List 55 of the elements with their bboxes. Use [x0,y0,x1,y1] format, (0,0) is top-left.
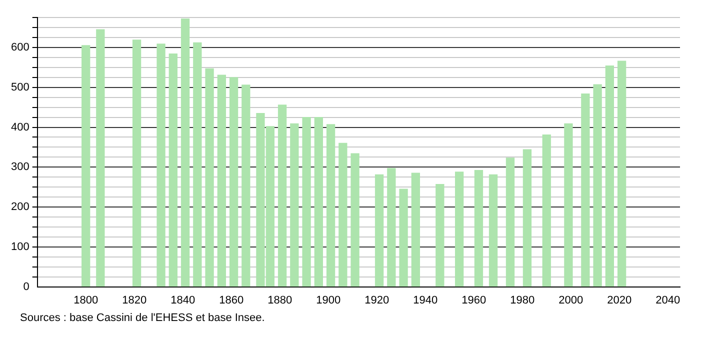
bar [168,54,178,287]
x-tick-label: 1820 [122,294,147,306]
bar [314,116,323,287]
bar [374,174,384,287]
bar [205,68,214,287]
x-tick-label: 1800 [74,294,98,306]
bar [474,170,484,287]
x-tick-label: 1940 [413,294,438,306]
bar [411,172,420,287]
bar [522,149,532,287]
y-tick-label: 0 [23,280,30,293]
x-tick-label: 1960 [462,294,486,306]
bar [542,134,551,287]
bar [229,77,238,287]
bar [278,104,287,287]
bar [350,153,360,287]
bar [290,123,299,287]
bar [387,168,396,287]
x-tick-label: 1920 [364,294,390,306]
y-tick-label: 300 [10,161,30,174]
bar [326,124,336,287]
x-tick-label: 1900 [316,294,341,306]
bar [82,45,90,287]
x-tick-label: 1980 [510,294,535,306]
y-tick-label: 200 [10,201,30,214]
y-tick-label: 500 [10,81,30,94]
bar [436,184,444,287]
source-note: Sources : base Cassini de l'EHESS et base Insee. [20,312,266,324]
y-tick-label: 600 [10,42,30,54]
bar [156,44,166,287]
bar [454,172,464,287]
bar [96,29,105,287]
y-tick-label: 100 [10,240,30,253]
bar [217,74,226,287]
bar [605,66,614,287]
bar [193,42,202,287]
bar [564,123,573,287]
x-tick-label: 1860 [219,294,244,306]
y-tick-label: 400 [10,121,30,134]
x-tick-label: 1880 [268,294,292,306]
bar [488,174,498,287]
x-tick-label: 1840 [170,294,196,306]
x-tick-label: 2000 [558,294,584,306]
x-tick-label: 2040 [656,294,680,306]
bar [581,93,590,287]
bar [506,158,515,287]
x-tick-label: 2020 [607,294,632,306]
bar [242,84,250,287]
bar [180,18,190,287]
bar [593,84,602,287]
bar [399,188,408,287]
bar [617,60,626,287]
bar [302,116,311,287]
bar [338,142,348,287]
bar [132,40,142,287]
